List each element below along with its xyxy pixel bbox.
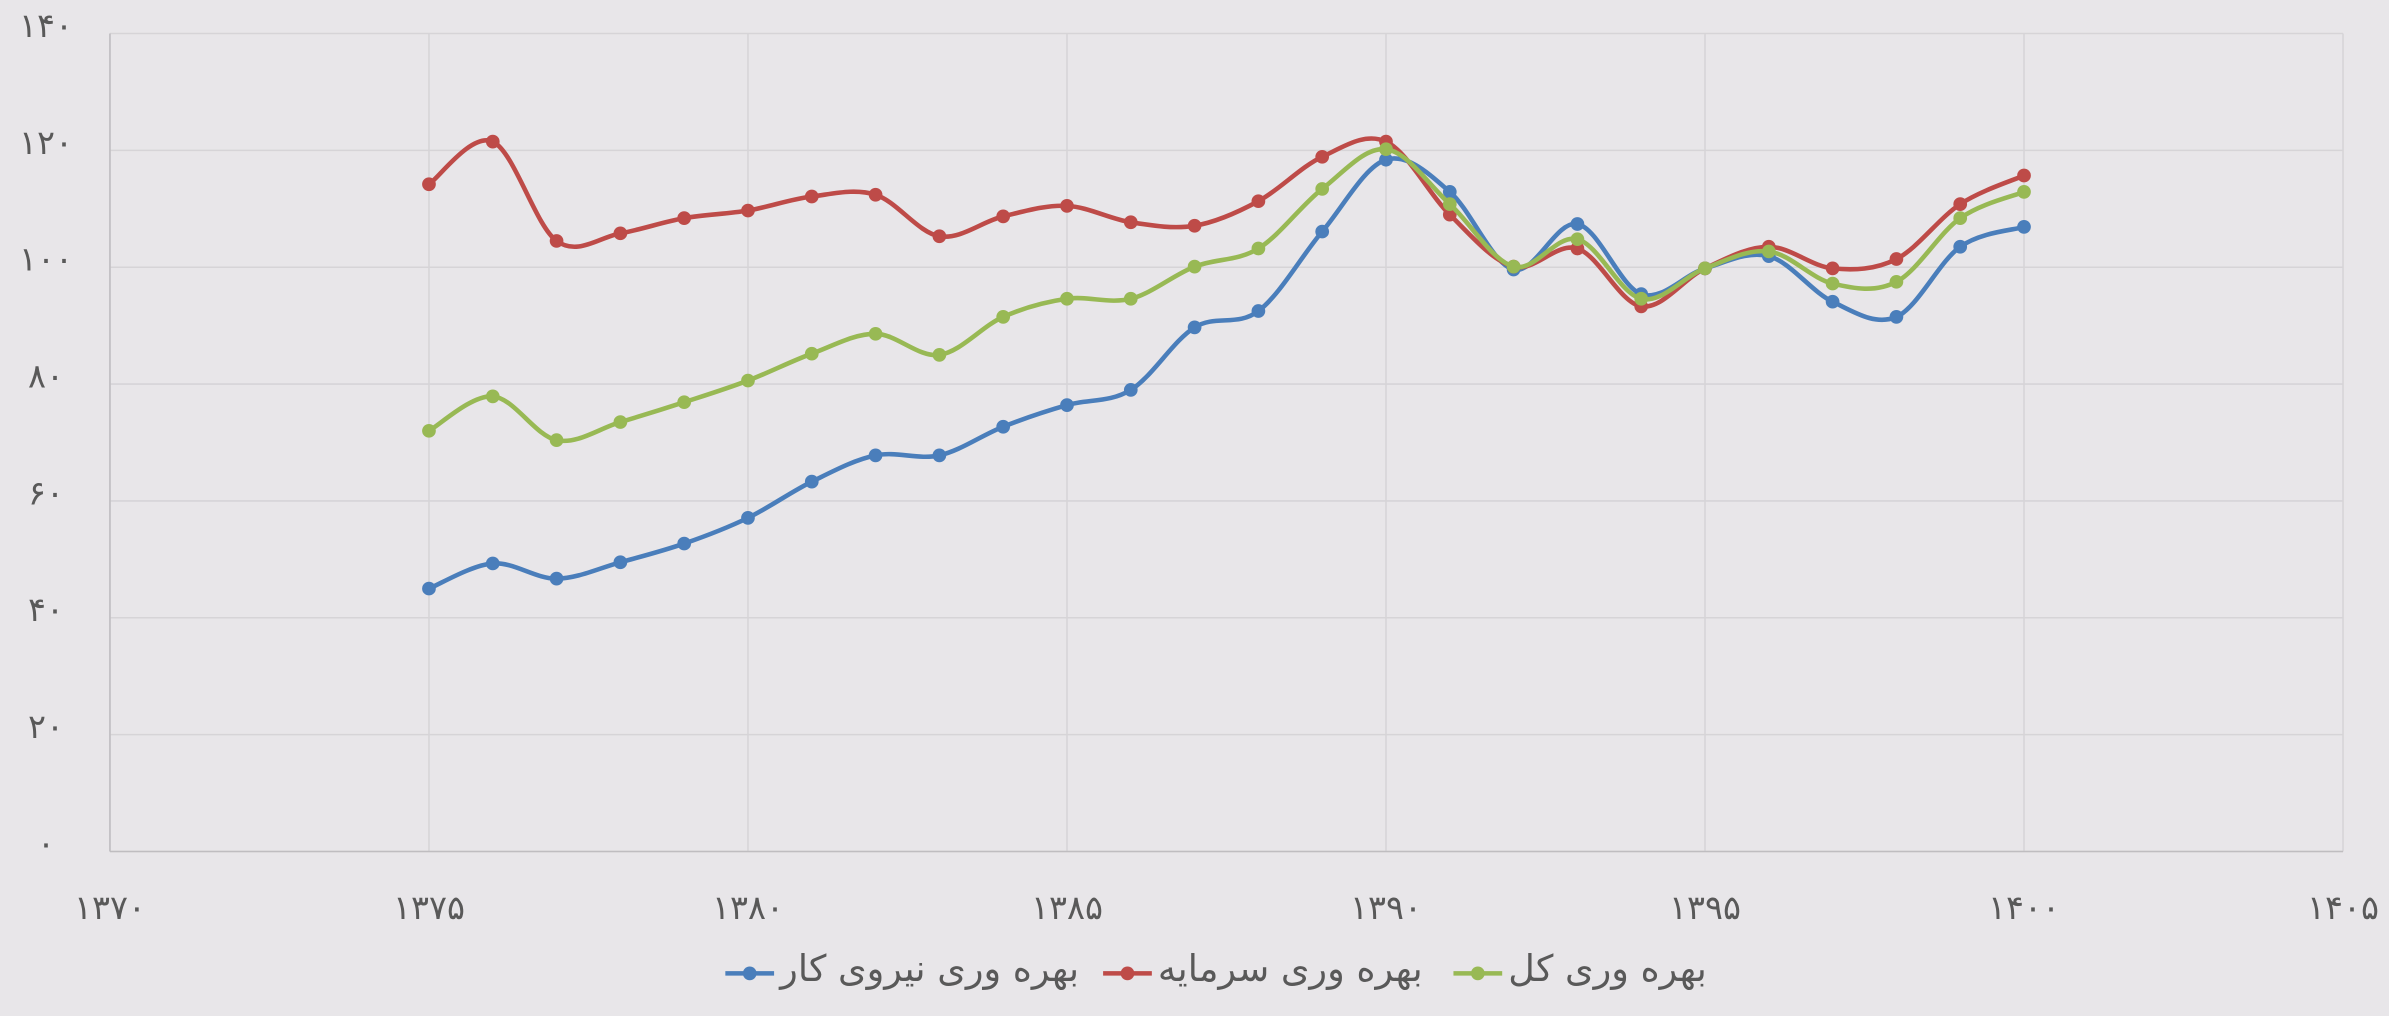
data-point (996, 310, 1011, 324)
y-tick-label: ۰ (37, 824, 55, 863)
data-point (1889, 274, 1904, 289)
data-point (677, 395, 692, 410)
y-tick-label: ۸۰ (28, 356, 64, 395)
data-point (1953, 211, 1968, 225)
data-point (677, 536, 692, 551)
data-point (613, 226, 628, 241)
y-tick-label: ۴۰ (28, 590, 64, 629)
data-point (1953, 197, 1968, 211)
data-point (996, 419, 1011, 434)
data-point (549, 433, 564, 448)
data-point (1251, 304, 1266, 318)
data-point (485, 134, 500, 149)
data-point (1761, 244, 1776, 259)
legend-marker (1120, 966, 1135, 981)
data-point (549, 234, 564, 248)
y-tick-label: ۲۰ (28, 707, 64, 746)
data-point (1379, 142, 1393, 157)
data-point (1442, 197, 1457, 211)
series-line (427, 146, 2025, 444)
data-point (1123, 291, 1138, 306)
data-point (1315, 182, 1330, 196)
data-point (1315, 224, 1330, 239)
data-point (868, 326, 883, 341)
data-point (1379, 152, 1393, 167)
data-point (1442, 184, 1457, 199)
x-tick-label: ۱۳۷۰ (74, 888, 146, 927)
data-point (1187, 320, 1202, 335)
data-point (2017, 220, 2031, 234)
x-tick-label: ۱۳۷۵ (393, 888, 465, 927)
y-tick-label: ۶۰ (28, 473, 64, 512)
data-point (996, 209, 1011, 224)
data-point (1698, 261, 1712, 276)
data-point (804, 346, 819, 361)
data-point (1187, 218, 1202, 233)
data-point (932, 448, 947, 463)
data-point (868, 448, 883, 463)
data-point (1060, 291, 1074, 306)
legend-label: بهره وری سرمایه (1158, 947, 1423, 990)
data-point (1953, 239, 1968, 254)
data-point (1251, 241, 1266, 256)
data-point (1570, 217, 1585, 231)
data-point (1825, 261, 1840, 276)
data-point (677, 211, 692, 225)
y-tick-label: ۱۲۰ (19, 123, 73, 162)
data-point (1187, 259, 1202, 274)
data-point (868, 187, 883, 202)
data-point (422, 581, 436, 596)
legend-label: بهره وری کل (1508, 947, 1707, 990)
x-tick-label: ۱۴۰۵ (2307, 888, 2379, 927)
data-point (1889, 310, 1904, 324)
x-tick-label: ۱۳۸۵ (1031, 888, 1103, 927)
data-point (932, 229, 947, 244)
legend-marker (1470, 966, 1485, 981)
data-point (485, 389, 500, 404)
data-point (1442, 207, 1457, 222)
y-tick-label: ۱۰۰ (19, 240, 73, 279)
data-point (549, 571, 564, 586)
data-point (1123, 383, 1138, 397)
data-point (2017, 184, 2031, 199)
data-point (932, 348, 947, 362)
data-point (1506, 259, 1521, 274)
x-tick-label: ۱۳۸۰ (712, 888, 784, 927)
data-point (1315, 149, 1330, 164)
data-point (1251, 194, 1266, 209)
data-point (422, 177, 436, 192)
data-point (741, 203, 755, 218)
x-tick-label: ۱۴۰۰ (1988, 888, 2060, 927)
data-point (613, 415, 628, 429)
data-point (2017, 168, 2031, 183)
data-point (1889, 252, 1904, 266)
data-point (1634, 291, 1649, 306)
data-point (613, 555, 628, 570)
legend-label: بهره وری نیروی کار (778, 947, 1079, 990)
data-point (485, 556, 500, 571)
data-point (1060, 199, 1074, 213)
legend-marker (742, 966, 757, 981)
data-point (804, 474, 819, 489)
data-point (1825, 276, 1840, 291)
data-point (422, 423, 436, 438)
data-point (1060, 398, 1074, 412)
data-point (1825, 294, 1840, 309)
data-point (1570, 232, 1585, 247)
y-tick-label: ۱۴۰ (19, 6, 73, 45)
x-tick-label: ۱۳۹۵ (1669, 888, 1741, 927)
data-point (804, 189, 819, 204)
x-tick-label: ۱۳۹۰ (1350, 888, 1422, 927)
data-point (741, 511, 755, 525)
data-point (1123, 215, 1138, 230)
data-point (741, 373, 755, 388)
